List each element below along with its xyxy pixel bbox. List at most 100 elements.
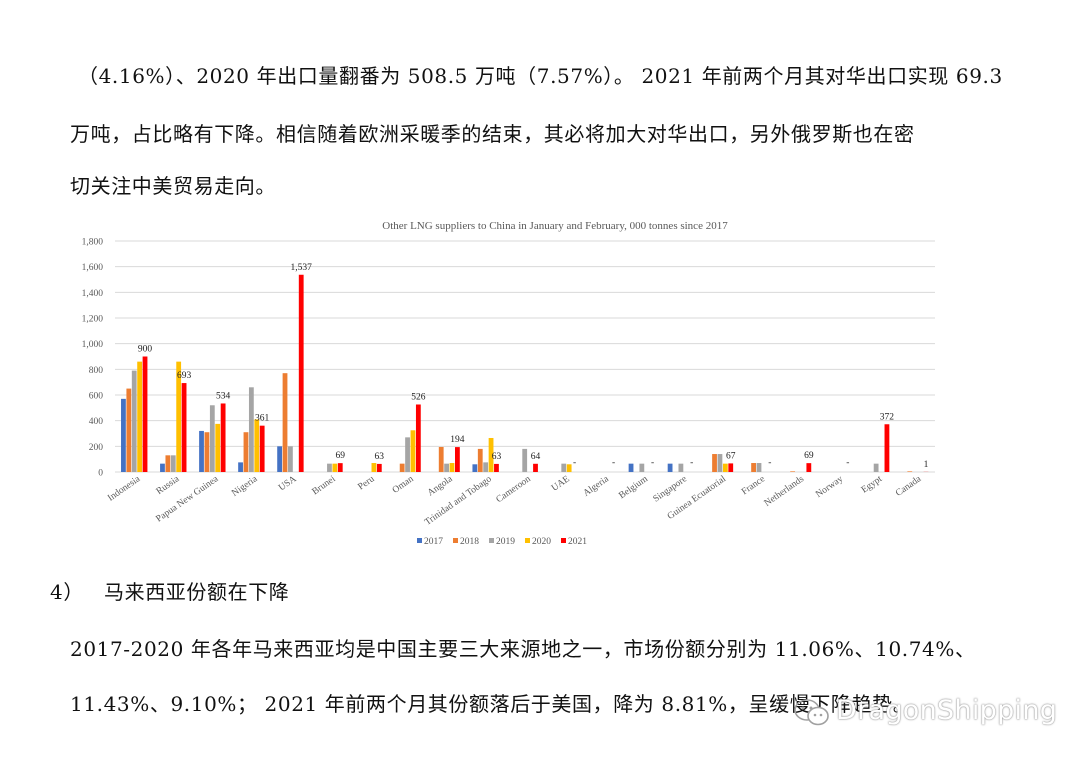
data-label: 361 bbox=[255, 414, 270, 424]
x-tick-label: Peru bbox=[357, 474, 377, 492]
bar-2019 bbox=[522, 448, 528, 472]
data-label: - bbox=[573, 458, 576, 468]
bar-2020 bbox=[410, 430, 416, 472]
y-tick-label: 600 bbox=[89, 392, 104, 402]
legend-swatch bbox=[561, 538, 566, 543]
bar-2021 bbox=[415, 404, 421, 472]
bar-2017 bbox=[121, 398, 126, 472]
bar-2020 bbox=[488, 437, 494, 472]
bar-2018 bbox=[751, 463, 756, 472]
bar-2021 bbox=[337, 463, 343, 472]
x-tick-label: Russia bbox=[155, 474, 182, 497]
data-label: 194 bbox=[450, 435, 465, 445]
data-label: 372 bbox=[880, 412, 895, 422]
x-tick-label: USA bbox=[277, 474, 298, 493]
data-label: 67 bbox=[726, 451, 736, 461]
y-tick-label: 1,600 bbox=[82, 263, 104, 273]
data-label: 64 bbox=[531, 452, 541, 462]
bar-2019 bbox=[444, 463, 450, 472]
bar-2021 bbox=[728, 463, 734, 472]
bar-2021 bbox=[220, 403, 226, 472]
bar-2021 bbox=[181, 383, 187, 472]
bar-2018 bbox=[165, 455, 171, 472]
bar-2021 bbox=[376, 463, 382, 472]
legend-label: 2019 bbox=[496, 537, 515, 547]
y-tick-label: 1,800 bbox=[82, 238, 104, 248]
chart-title: Other LNG suppliers to China in January … bbox=[382, 220, 728, 232]
data-label: - bbox=[690, 458, 693, 468]
bar-2019 bbox=[288, 446, 293, 472]
bar-2021 bbox=[884, 424, 890, 472]
data-label: 1 bbox=[924, 460, 929, 470]
bar-2019 bbox=[248, 387, 254, 472]
bar-2018 bbox=[399, 463, 405, 472]
data-label: 693 bbox=[177, 371, 192, 381]
y-tick-label: 200 bbox=[89, 443, 104, 453]
x-tick-label: Norway bbox=[814, 474, 845, 500]
paragraph-line: 2017-2020 年各年马来西亚均是中国主要三大来源地之一，市场份额分别为 1… bbox=[70, 637, 976, 661]
bar-2019 bbox=[405, 437, 410, 472]
data-label: 63 bbox=[375, 452, 385, 462]
data-label: - bbox=[612, 458, 615, 468]
y-tick-label: 400 bbox=[89, 417, 104, 427]
bar-2019 bbox=[209, 405, 215, 472]
bar-2018 bbox=[438, 446, 444, 472]
x-tick-label: Netherlands bbox=[763, 474, 807, 509]
x-tick-label: Belgium bbox=[617, 474, 650, 501]
wechat-logo-icon bbox=[794, 699, 829, 726]
bar-2020 bbox=[137, 361, 143, 472]
bar-2017 bbox=[160, 463, 165, 472]
bar-2020 bbox=[371, 463, 377, 472]
data-label: - bbox=[651, 458, 654, 468]
bar-2017 bbox=[472, 464, 478, 472]
y-tick-label: 1,400 bbox=[82, 289, 104, 299]
bar-2021 bbox=[494, 463, 499, 472]
bar-2018 bbox=[790, 471, 796, 472]
legend-swatch bbox=[453, 538, 458, 543]
bar-2021 bbox=[259, 425, 265, 472]
data-label: 1,537 bbox=[291, 263, 313, 273]
x-tick-label: UAE bbox=[550, 474, 572, 494]
bar-2018 bbox=[243, 432, 249, 472]
bar-2021 bbox=[298, 274, 304, 472]
section-number: 4） bbox=[50, 580, 84, 604]
legend-swatch bbox=[417, 538, 422, 543]
bar-2021 bbox=[533, 463, 538, 472]
bar-2019 bbox=[756, 463, 762, 472]
y-tick-label: 1,000 bbox=[82, 340, 104, 350]
bar-2018 bbox=[126, 388, 132, 472]
paragraph-line: （4.16%）、2020 年出口量翻番为 508.5 万吨（7.57%）。 20… bbox=[78, 64, 1003, 88]
bar-2020 bbox=[176, 361, 182, 472]
bar-2020 bbox=[566, 464, 572, 472]
section-heading: 4） 马来西亚份额在下降 bbox=[50, 576, 289, 605]
x-tick-label: Nigeria bbox=[230, 474, 260, 499]
data-label: 69 bbox=[336, 451, 346, 461]
bar-2019 bbox=[873, 463, 879, 472]
paragraph-line: 切关注中美贸易走向。 bbox=[70, 174, 276, 198]
legend-label: 2017 bbox=[424, 537, 443, 547]
x-tick-label: Indonesia bbox=[106, 474, 143, 504]
x-tick-label: Canada bbox=[894, 474, 924, 499]
bar-2020 bbox=[332, 463, 338, 472]
bar-2019 bbox=[131, 370, 137, 472]
bar-2019 bbox=[678, 463, 684, 472]
watermark-text: DragonShipping bbox=[836, 695, 1058, 726]
bar-2019 bbox=[561, 463, 567, 472]
bar-2020 bbox=[215, 423, 221, 472]
bar-2017 bbox=[628, 463, 634, 472]
legend-swatch bbox=[489, 538, 494, 543]
bar-2020 bbox=[449, 463, 455, 472]
lng-suppliers-bar-chart: Other LNG suppliers to China in January … bbox=[82, 220, 935, 547]
bar-2018 bbox=[712, 454, 717, 472]
x-tick-label: Algeria bbox=[582, 474, 612, 499]
legend-label: 2020 bbox=[532, 537, 551, 547]
data-label: - bbox=[768, 458, 771, 468]
x-tick-label: Egypt bbox=[860, 474, 885, 495]
x-tick-label: France bbox=[740, 474, 767, 497]
paragraph-line: 万吨，占比略有下降。相信随着欧洲采暖季的结束，其必将加大对华出口，另外俄罗斯也在… bbox=[70, 122, 915, 146]
bar-2017 bbox=[277, 446, 283, 472]
bar-2018 bbox=[282, 373, 288, 472]
bar-2021 bbox=[806, 463, 812, 472]
data-label: 526 bbox=[411, 392, 426, 402]
bar-2019 bbox=[170, 455, 176, 472]
